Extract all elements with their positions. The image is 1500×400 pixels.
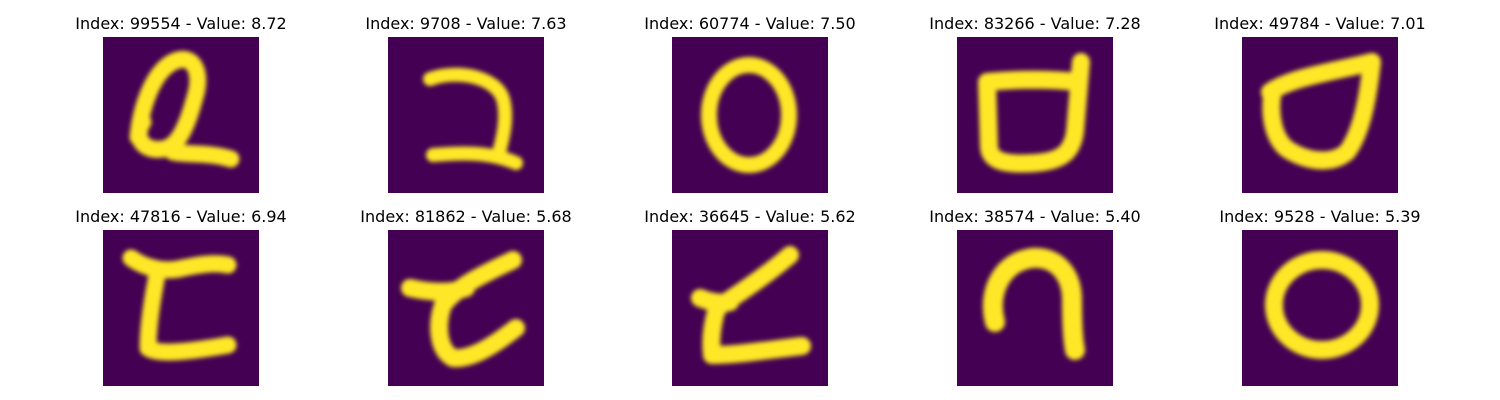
panel-8: Index: 36645 - Value: 5.62 <box>644 207 856 386</box>
digit-stroke <box>978 53 1090 173</box>
panel-title: Index: 47816 - Value: 6.94 <box>75 207 286 226</box>
panel-6: Index: 47816 - Value: 6.94 <box>75 207 287 386</box>
digit-stroke <box>1265 251 1379 359</box>
digit-stroke <box>701 57 797 173</box>
panel-title: Index: 81862 - Value: 5.68 <box>360 207 571 226</box>
digit-stroke <box>129 51 240 168</box>
panel-7: Index: 81862 - Value: 5.68 <box>360 207 572 386</box>
panel-title: Index: 60774 - Value: 7.50 <box>644 14 855 33</box>
digit-stroke <box>1261 53 1381 170</box>
panel-title: Index: 9708 - Value: 7.63 <box>365 14 566 33</box>
panel-title: Index: 49784 - Value: 7.01 <box>1214 14 1425 33</box>
panel-9: Index: 38574 - Value: 5.40 <box>929 207 1141 386</box>
panel-4: Index: 83266 - Value: 7.28 <box>929 14 1141 193</box>
panel-title: Index: 36645 - Value: 5.62 <box>644 207 855 226</box>
digit-stroke <box>691 246 811 364</box>
panel-title: Index: 99554 - Value: 8.72 <box>75 14 286 33</box>
panel-title: Index: 9528 - Value: 5.39 <box>1219 207 1420 226</box>
panel-2: Index: 9708 - Value: 7.63 <box>365 14 567 193</box>
panel-5: Index: 49784 - Value: 7.01 <box>1214 14 1426 193</box>
digit-stroke <box>423 67 523 170</box>
panel-1: Index: 99554 - Value: 8.72 <box>75 14 287 193</box>
panel-10: Index: 9528 - Value: 5.39 <box>1219 207 1421 386</box>
image-background <box>672 230 828 386</box>
panel-title: Index: 83266 - Value: 7.28 <box>929 14 1140 33</box>
image-background <box>388 37 544 193</box>
panel-title: Index: 38574 - Value: 5.40 <box>929 207 1140 226</box>
digit-stroke <box>982 247 1085 360</box>
panel-3: Index: 60774 - Value: 7.50 <box>644 14 856 193</box>
digit-stroke <box>401 251 525 368</box>
digit-stroke <box>122 249 237 361</box>
